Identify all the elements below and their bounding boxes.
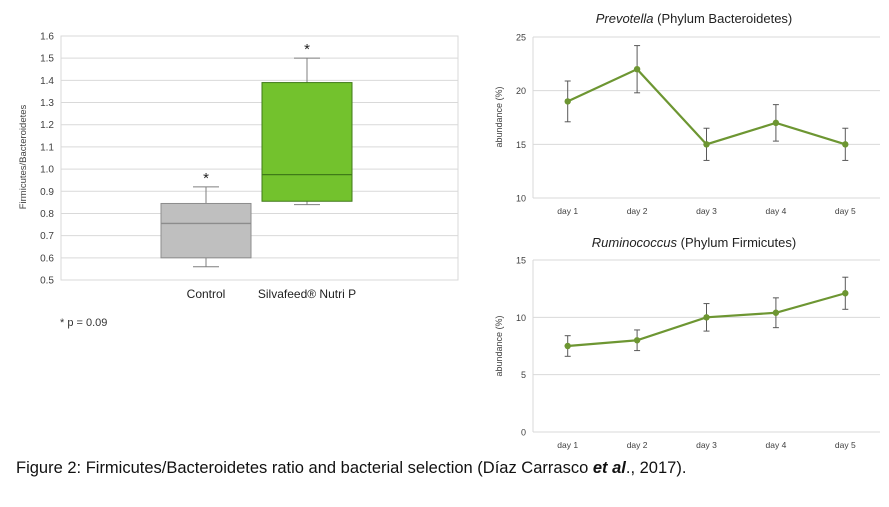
data-point (772, 119, 780, 127)
x-category-label: Silvafeed® Nutri P (258, 287, 356, 301)
y-tick-label: 0.8 (40, 209, 54, 220)
ruminococcus-chart-title: Ruminococcus (Phylum Firmicutes) (592, 235, 796, 250)
y-tick-label: 0.7 (40, 231, 54, 242)
y-tick-label: 1.5 (40, 54, 54, 65)
x-tick-label: day 3 (696, 440, 717, 450)
x-tick-label: day 4 (766, 440, 787, 450)
prevotella-title-genus: Prevotella (596, 11, 654, 26)
box-iqr-rect (160, 202, 252, 259)
caption-suffix: ., 2017). (625, 459, 687, 477)
prevotella-title-phylum: (Phylum Bacteroidetes) (654, 11, 793, 26)
y-tick-label: 10 (516, 313, 526, 323)
x-tick-label: day 4 (766, 206, 787, 216)
significance-marker: * (304, 41, 310, 58)
figure-caption: Figure 2: Firmicutes/Bacteroidetes ratio… (16, 459, 686, 478)
y-tick-label: 15 (516, 140, 526, 150)
data-point (564, 342, 571, 350)
data-point (842, 290, 849, 297)
data-point (633, 337, 641, 344)
plot-area-border (60, 35, 459, 281)
box-iqr-rect (261, 82, 353, 202)
y-tick-label: 0.5 (40, 276, 54, 287)
x-tick-label: day 5 (835, 206, 856, 216)
y-tick-label: 0 (521, 428, 526, 438)
y-tick-label: 15 (516, 256, 526, 266)
y-tick-label: 1.0 (40, 165, 54, 176)
y-tick-label: 20 (516, 86, 526, 96)
caption-etal: et al (592, 459, 626, 477)
significance-note: * p = 0.09 (60, 317, 107, 329)
y-tick-label: 1.2 (40, 120, 54, 131)
data-point (703, 141, 710, 148)
figure-panels: Firmicutes/Bacteroidetes * p = 0.09 0.5 0… (18, 11, 880, 450)
y-tick-label: 10 (516, 194, 526, 204)
prevotella-chart-title: Prevotella (Phylum Bacteroidetes) (596, 11, 793, 26)
y-tick-label: 0.9 (40, 187, 54, 198)
x-tick-label: day 5 (835, 440, 856, 450)
data-point (633, 66, 641, 73)
y-tick-label: 1.4 (40, 76, 54, 87)
x-tick-label: day 1 (557, 440, 578, 450)
x-tick-label: day 2 (627, 206, 648, 216)
box-plot-y-axis-label: Firmicutes/Bacteroidetes (18, 104, 29, 209)
y-tick-label: 25 (516, 33, 526, 43)
y-tick-label: 1.1 (40, 142, 54, 153)
x-tick-label: day 2 (627, 440, 648, 450)
x-category-label: Control (187, 287, 226, 301)
y-tick-label: 5 (521, 370, 526, 380)
data-point (564, 98, 571, 105)
data-point (703, 314, 710, 321)
data-point (842, 141, 849, 148)
data-point (772, 309, 780, 316)
ruminococcus-title-genus: Ruminococcus (592, 235, 678, 250)
caption-prefix: Figure 2: Firmicutes/Bacteroidetes ratio… (16, 459, 593, 477)
significance-marker: * (203, 170, 209, 187)
ruminococcus-title-phylum: (Phylum Firmicutes) (677, 235, 796, 250)
y-tick-label: 1.3 (40, 98, 54, 109)
x-tick-label: day 3 (696, 206, 717, 216)
y-tick-label: 1.6 (40, 32, 54, 43)
prevotella-y-axis-label: abundance (%) (494, 86, 504, 147)
prevotella-line-chart: Prevotella (Phylum Bacteroidetes) abunda… (494, 11, 880, 216)
y-tick-label: 0.6 (40, 253, 54, 264)
x-tick-label: day 1 (557, 206, 578, 216)
ruminococcus-y-axis-label: abundance (%) (494, 315, 504, 376)
ruminococcus-line-chart: Ruminococcus (Phylum Firmicutes) abundan… (494, 235, 880, 450)
box-plot-chart: Firmicutes/Bacteroidetes * p = 0.09 0.5 0… (18, 32, 459, 329)
